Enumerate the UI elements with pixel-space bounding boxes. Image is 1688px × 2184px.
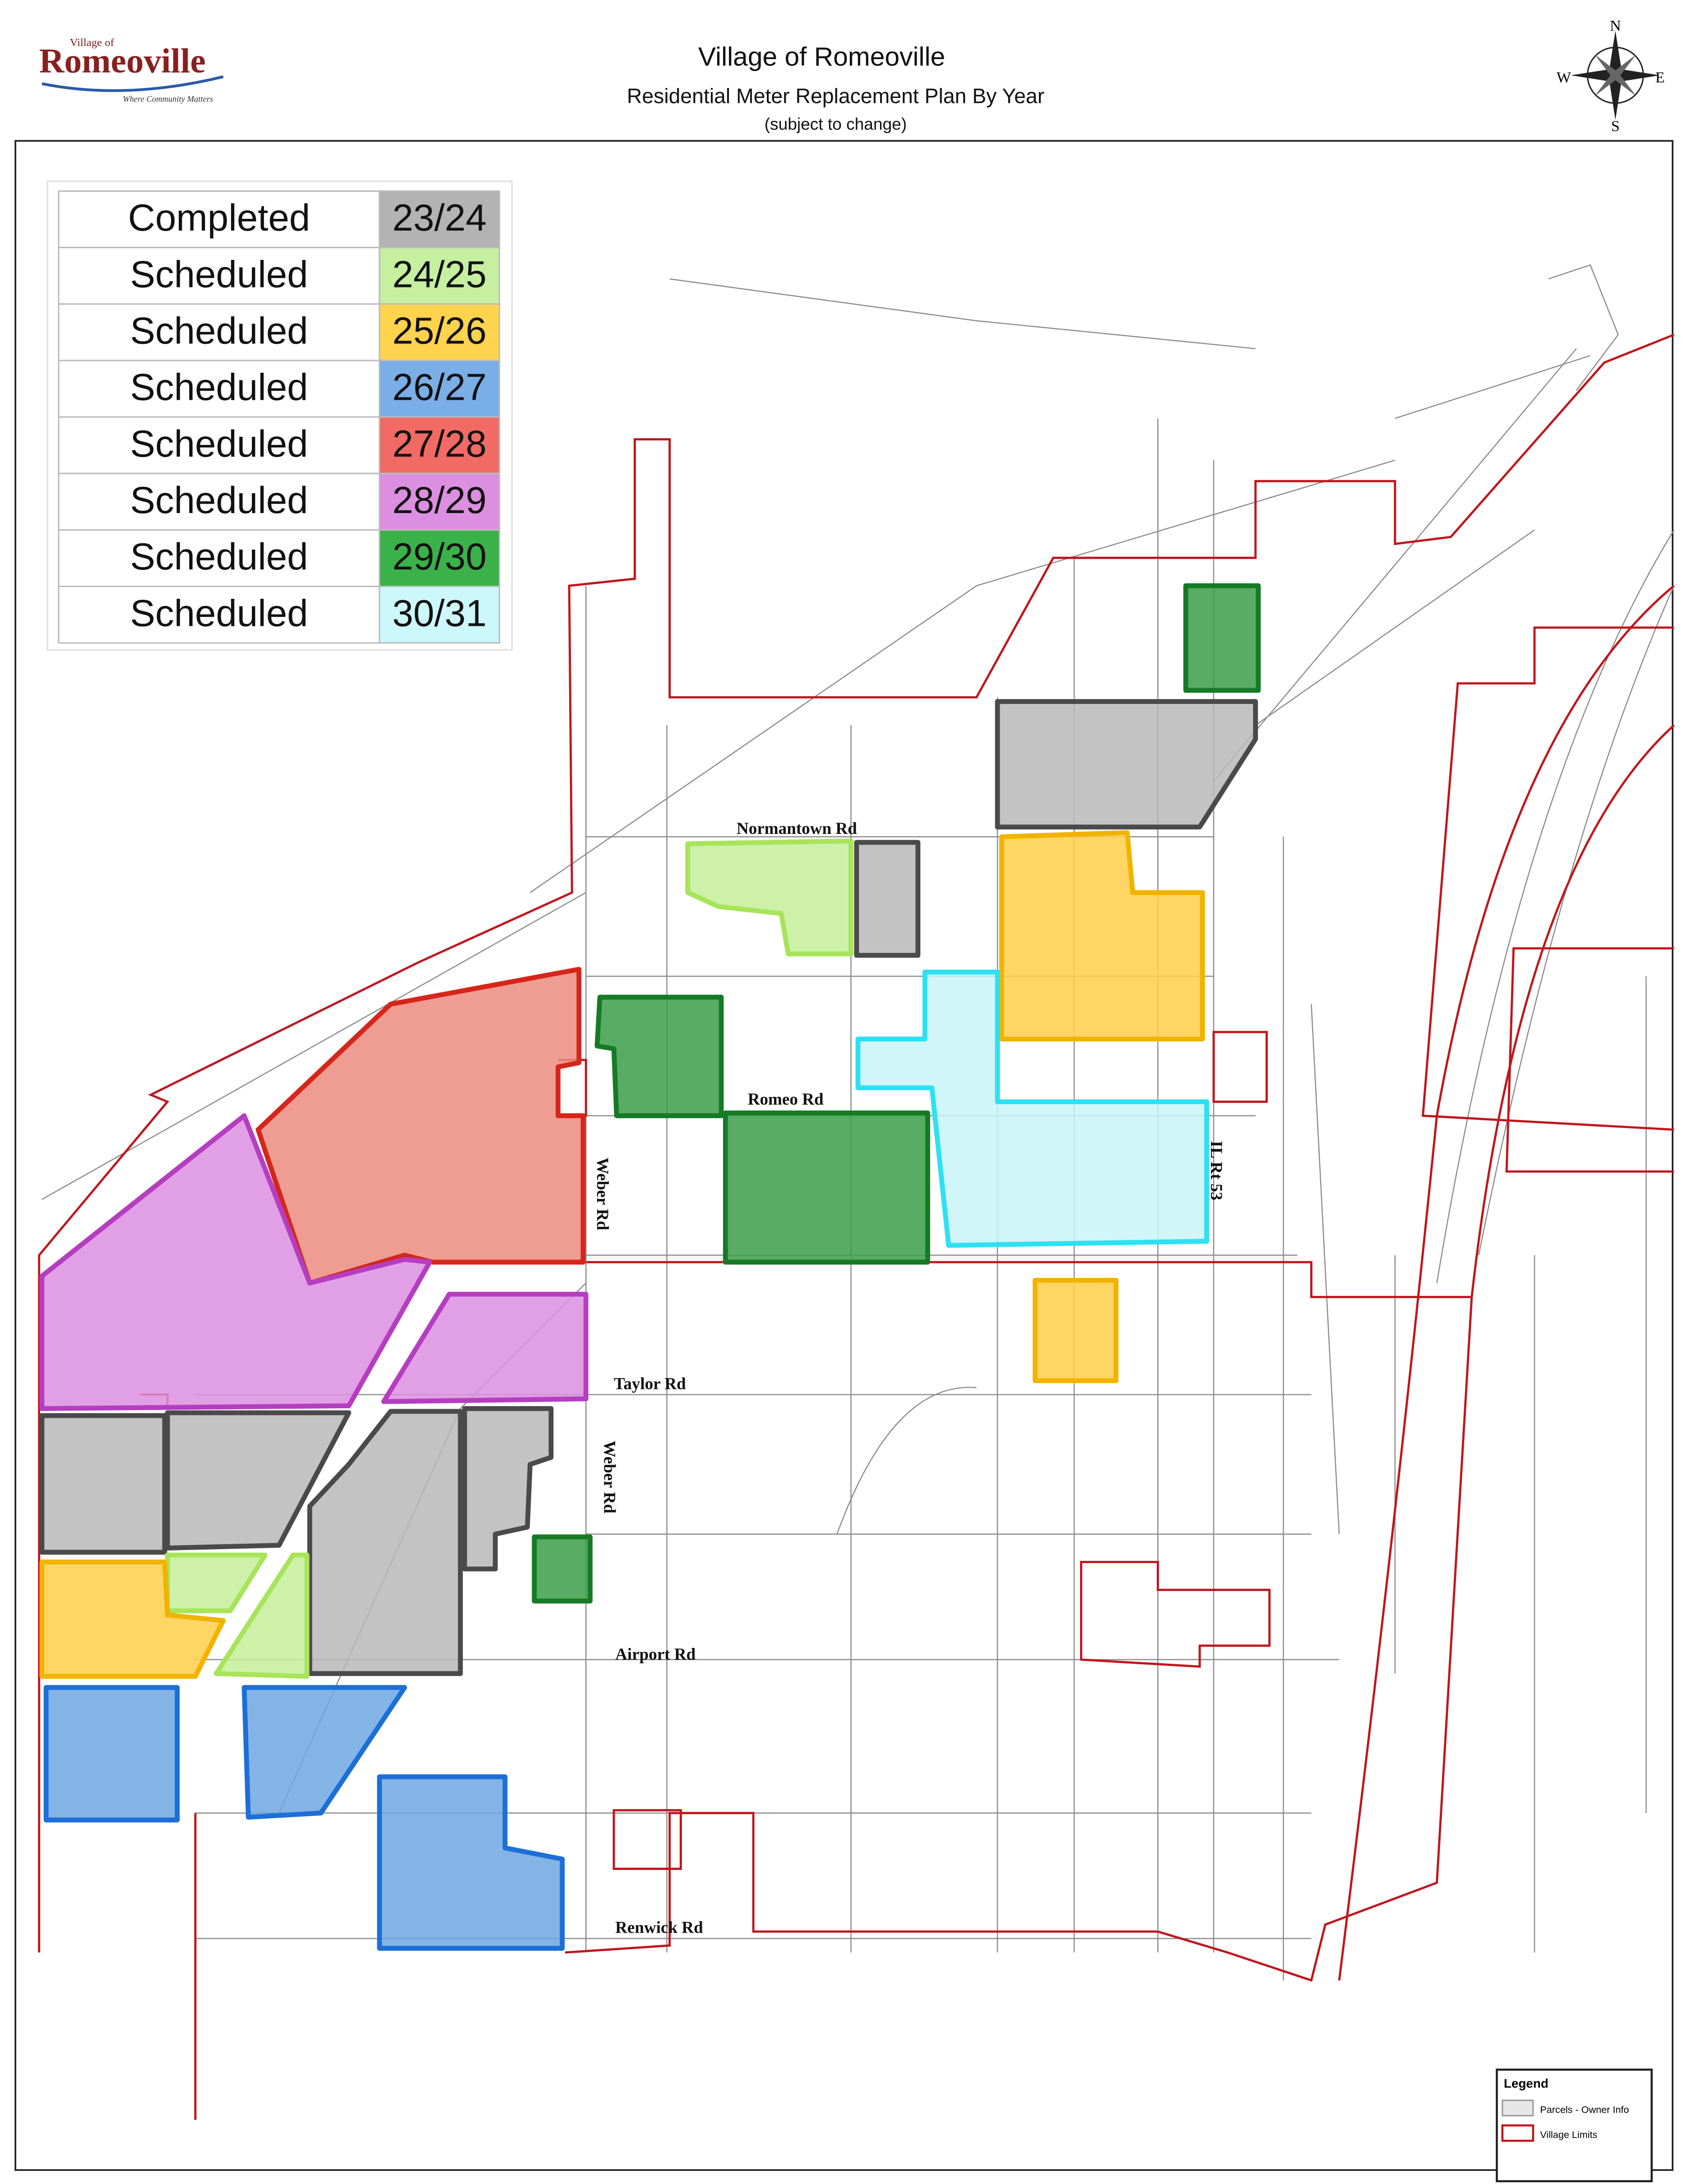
compass-s: S [1611, 118, 1620, 135]
zone-28-29 [381, 1291, 589, 1404]
road-labels: Normantown Rd Romeo Rd Weber Rd IL Rt 53… [593, 819, 1225, 1937]
zone-25-26 [39, 1559, 226, 1679]
zone-27-28 [255, 967, 586, 1286]
logo-name: Romeoville [39, 42, 206, 80]
zone-25-26 [1033, 1277, 1119, 1384]
zone-26-27 [241, 1685, 407, 1820]
year-label: 30/31 [392, 592, 487, 634]
zone-24-25 [213, 1552, 310, 1679]
logo: Village of Romeoville Where Community Ma… [39, 37, 224, 104]
road-label: Romeo Rd [748, 1090, 824, 1109]
zone-29-30 [723, 1110, 930, 1265]
road-label: Weber Rd [593, 1157, 612, 1230]
year-label: 28/29 [392, 479, 487, 521]
year-label: 23/24 [392, 196, 487, 239]
year-swatch [379, 303, 501, 361]
zone-29-30 [1183, 583, 1261, 693]
year-label: 29/30 [392, 535, 487, 578]
map-legend: Legend Parcels - Owner Info Village Limi… [1496, 2068, 1653, 2183]
zone-30-31 [855, 969, 1209, 1248]
zone-23-24 [462, 1406, 554, 1572]
zone-26-27 [377, 1774, 565, 1951]
village-limits [38, 333, 1675, 2120]
status-cell [58, 416, 380, 474]
logo-top: Village of [70, 37, 115, 49]
status-cell [58, 586, 380, 644]
status-label: Scheduled [130, 253, 308, 295]
zone-23-24 [165, 1410, 352, 1551]
status-label: Scheduled [130, 366, 308, 408]
status-label: Scheduled [130, 592, 308, 634]
zone-23-24 [854, 840, 921, 958]
road-label: Renwick Rd [615, 1919, 703, 1937]
zone-29-30 [594, 995, 724, 1118]
schedule-table: Completed 23/24 Scheduled 24/25 Scheduled 25/… [58, 190, 501, 644]
road-label: IL Rt 53 [1207, 1141, 1225, 1200]
road-label: Weber Rd [600, 1441, 618, 1513]
zone-23-24 [995, 699, 1258, 830]
compass: N S E W [1557, 18, 1665, 135]
status-cell [58, 529, 380, 588]
year-swatch [379, 529, 501, 588]
logo-swoosh [42, 75, 224, 92]
road-label: Taylor Rd [614, 1374, 686, 1393]
road-label: Normantown Rd [737, 819, 857, 838]
note: (subject to change) [765, 114, 907, 133]
year-label: 25/26 [392, 309, 487, 352]
compass-n: N [1610, 18, 1621, 34]
status-cell [58, 247, 380, 305]
title: Village of Romeoville [698, 42, 945, 71]
zone-29-30 [532, 1534, 593, 1604]
zone-24-25 [685, 838, 853, 957]
legend-title: Legend [1504, 2077, 1549, 2091]
year-swatch [379, 472, 501, 531]
year-swatch [379, 360, 501, 418]
zone-23-24 [307, 1409, 463, 1676]
zone-25-26 [999, 830, 1205, 1041]
year-label: 27/28 [392, 422, 487, 465]
status-label: Completed [128, 196, 311, 239]
logo-tagline: Where Community Matters [123, 95, 213, 104]
road-label: Airport Rd [615, 1645, 696, 1664]
zone-26-27 [43, 1685, 180, 1823]
status-label: Scheduled [130, 535, 308, 578]
year-label: 24/25 [392, 253, 487, 295]
year-swatch [379, 416, 501, 474]
compass-w: W [1557, 69, 1572, 86]
compass-e: E [1656, 69, 1665, 86]
year-label: 26/27 [392, 366, 487, 408]
zone-28-29 [39, 1113, 432, 1411]
year-swatch [379, 586, 501, 644]
legend-item: Parcels - Owner Info [1540, 2104, 1629, 2115]
status-label: Scheduled [130, 479, 308, 521]
status-label: Scheduled [130, 422, 308, 465]
status-cell [58, 190, 380, 249]
legend-item: Village Limits [1540, 2129, 1597, 2140]
zones [39, 583, 1261, 1951]
status-label: Scheduled [130, 309, 308, 352]
status-cell [58, 360, 380, 418]
zone-23-24 [39, 1413, 167, 1555]
subtitle: Residential Meter Replacement Plan By Ye… [627, 84, 1044, 108]
